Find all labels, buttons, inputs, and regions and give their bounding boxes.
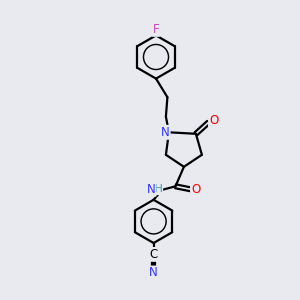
Text: N: N	[147, 183, 156, 196]
Text: O: O	[209, 114, 218, 128]
Text: F: F	[153, 23, 159, 36]
Text: N: N	[161, 126, 170, 139]
Text: N: N	[149, 266, 158, 280]
Text: O: O	[191, 183, 200, 196]
Text: H: H	[154, 184, 162, 194]
Text: C: C	[149, 248, 158, 261]
